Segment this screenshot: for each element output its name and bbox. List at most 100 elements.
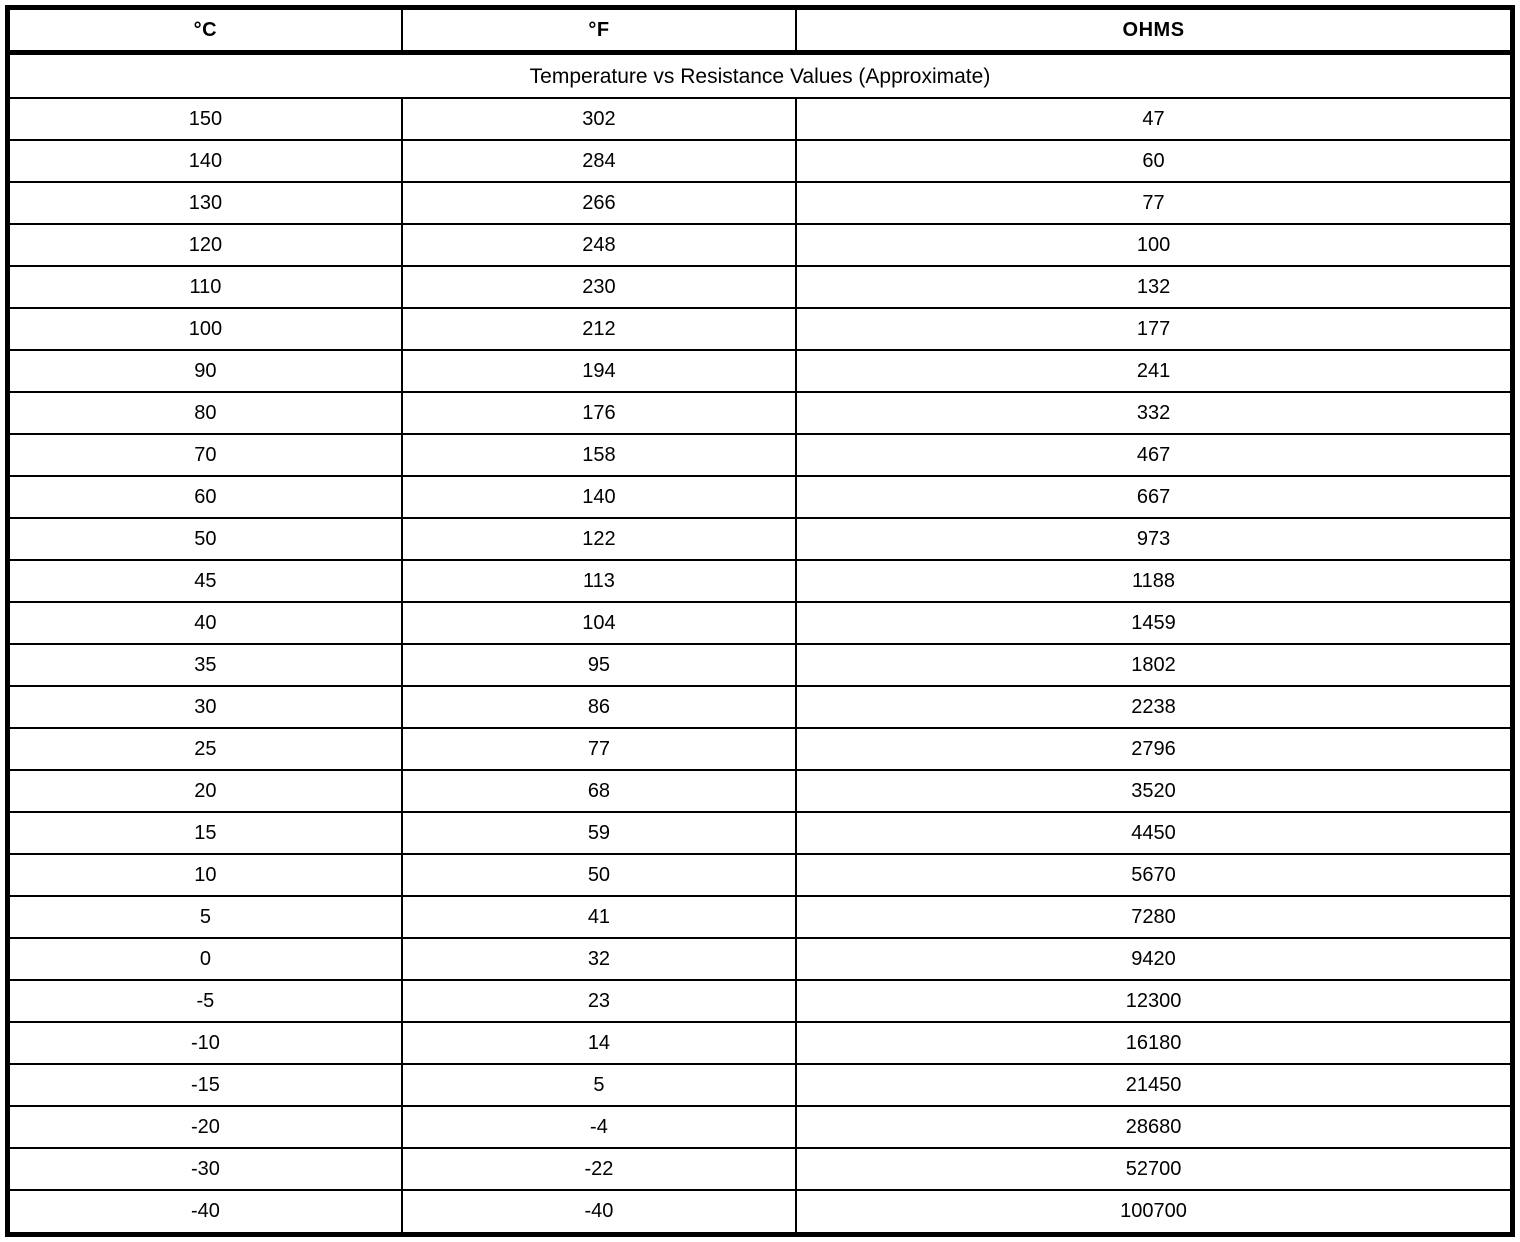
table-row: 30 86 2238 bbox=[6, 684, 1514, 729]
table-cell: 5 bbox=[400, 1062, 798, 1107]
table-cell: 14 bbox=[400, 1020, 798, 1065]
table-row: 45 113 1188 bbox=[6, 558, 1514, 603]
table-cell: 104 bbox=[400, 600, 798, 645]
table-cell: 973 bbox=[795, 516, 1514, 561]
table-cell: 60 bbox=[6, 474, 403, 519]
table-row: -30 -22 52700 bbox=[6, 1146, 1514, 1191]
table-cell: 86 bbox=[400, 684, 798, 729]
table-cell: 176 bbox=[400, 390, 798, 435]
table-cell: 1459 bbox=[795, 600, 1514, 645]
table-cell: 2796 bbox=[795, 726, 1514, 771]
table-row: 140 284 60 bbox=[6, 138, 1514, 183]
table-cell: 1802 bbox=[795, 642, 1514, 687]
table-cell: 140 bbox=[400, 474, 798, 519]
table-cell: -30 bbox=[6, 1146, 403, 1191]
table-row: -40 -40 100700 bbox=[6, 1188, 1514, 1236]
table-row: 130 266 77 bbox=[6, 180, 1514, 225]
table-cell: 60 bbox=[795, 138, 1514, 183]
table-cell: 332 bbox=[795, 390, 1514, 435]
table-cell: 70 bbox=[6, 432, 403, 477]
table-cell: 50 bbox=[6, 516, 403, 561]
table-cell: 16180 bbox=[795, 1020, 1514, 1065]
column-header-ohms: OHMS bbox=[795, 6, 1514, 55]
table-row: 5 41 7280 bbox=[6, 894, 1514, 939]
table-row: 60 140 667 bbox=[6, 474, 1514, 519]
table-cell: 77 bbox=[400, 726, 798, 771]
table-cell: 158 bbox=[400, 432, 798, 477]
table-cell: 30 bbox=[6, 684, 403, 729]
table-cell: 95 bbox=[400, 642, 798, 687]
table-cell: 23 bbox=[400, 978, 798, 1023]
table-cell: 50 bbox=[400, 852, 798, 897]
table-cell: 132 bbox=[795, 264, 1514, 309]
table-cell: 80 bbox=[6, 390, 403, 435]
table-row: -15 5 21450 bbox=[6, 1062, 1514, 1107]
table-row: 50 122 973 bbox=[6, 516, 1514, 561]
table-cell: 0 bbox=[6, 936, 403, 981]
table-cell: 77 bbox=[795, 180, 1514, 225]
table-row: -10 14 16180 bbox=[6, 1020, 1514, 1065]
table-cell: 1188 bbox=[795, 558, 1514, 603]
table-cell: 59 bbox=[400, 810, 798, 855]
table-cell: 4450 bbox=[795, 810, 1514, 855]
table-cell: 68 bbox=[400, 768, 798, 813]
table-cell: 212 bbox=[400, 306, 798, 351]
table-cell: 3520 bbox=[795, 768, 1514, 813]
column-header-fahrenheit: °F bbox=[400, 6, 798, 55]
caption-row: Temperature vs Resistance Values (Approx… bbox=[6, 51, 1514, 99]
table-cell: 28680 bbox=[795, 1104, 1514, 1149]
table-cell: 2238 bbox=[795, 684, 1514, 729]
table-row: -20 -4 28680 bbox=[6, 1104, 1514, 1149]
table-row: 100 212 177 bbox=[6, 306, 1514, 351]
table-row: 150 302 47 bbox=[6, 97, 1514, 141]
table-row: 15 59 4450 bbox=[6, 810, 1514, 855]
table-cell: -22 bbox=[400, 1146, 798, 1191]
table-row: 110 230 132 bbox=[6, 264, 1514, 309]
header-row: °C °F OHMS bbox=[6, 6, 1514, 55]
table-head: °C °F OHMS Temperature vs Resistance Val… bbox=[6, 6, 1514, 99]
table-row: 10 50 5670 bbox=[6, 852, 1514, 897]
table-body: 150 302 47 140 284 60 130 266 77 120 248 100 110 230 1… bbox=[6, 97, 1514, 1236]
table-cell: 113 bbox=[400, 558, 798, 603]
table-cell: 15 bbox=[6, 810, 403, 855]
table-cell: -4 bbox=[400, 1104, 798, 1149]
table-row: 80 176 332 bbox=[6, 390, 1514, 435]
table-cell: 284 bbox=[400, 138, 798, 183]
table-row: 25 77 2796 bbox=[6, 726, 1514, 771]
table-cell: -40 bbox=[6, 1188, 403, 1236]
table-row: -5 23 12300 bbox=[6, 978, 1514, 1023]
table-caption: Temperature vs Resistance Values (Approx… bbox=[6, 51, 1514, 99]
table-cell: 7280 bbox=[795, 894, 1514, 939]
table-cell: 302 bbox=[400, 97, 798, 141]
table-cell: -15 bbox=[6, 1062, 403, 1107]
table-cell: 21450 bbox=[795, 1062, 1514, 1107]
table-cell: 12300 bbox=[795, 978, 1514, 1023]
table-cell: 100 bbox=[6, 306, 403, 351]
table-cell: -5 bbox=[6, 978, 403, 1023]
table-row: 0 32 9420 bbox=[6, 936, 1514, 981]
table-cell: 35 bbox=[6, 642, 403, 687]
table-cell: 177 bbox=[795, 306, 1514, 351]
table-row: 90 194 241 bbox=[6, 348, 1514, 393]
table-cell: 9420 bbox=[795, 936, 1514, 981]
table-cell: 122 bbox=[400, 516, 798, 561]
table-cell: 5670 bbox=[795, 852, 1514, 897]
table-row: 70 158 467 bbox=[6, 432, 1514, 477]
table-cell: 40 bbox=[6, 600, 403, 645]
table-cell: 248 bbox=[400, 222, 798, 267]
temperature-resistance-table: °C °F OHMS Temperature vs Resistance Val… bbox=[5, 5, 1515, 1237]
table-cell: 47 bbox=[795, 97, 1514, 141]
column-header-celsius: °C bbox=[6, 6, 403, 55]
table-cell: 100 bbox=[795, 222, 1514, 267]
table-cell: 667 bbox=[795, 474, 1514, 519]
table-cell: 120 bbox=[6, 222, 403, 267]
table-cell: 467 bbox=[795, 432, 1514, 477]
table-cell: 20 bbox=[6, 768, 403, 813]
table-cell: 90 bbox=[6, 348, 403, 393]
table-cell: 32 bbox=[400, 936, 798, 981]
table-cell: 45 bbox=[6, 558, 403, 603]
table-row: 40 104 1459 bbox=[6, 600, 1514, 645]
table-cell: 241 bbox=[795, 348, 1514, 393]
table-cell: -20 bbox=[6, 1104, 403, 1149]
